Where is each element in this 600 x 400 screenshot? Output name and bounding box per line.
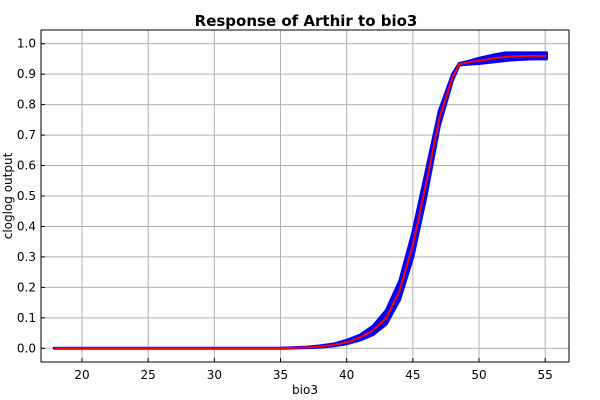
x-tick-label: 30 — [207, 368, 222, 382]
y-tick-label: 0.5 — [17, 189, 36, 203]
x-tick-label: 35 — [273, 368, 288, 382]
confidence-band-layer — [52, 51, 549, 350]
mean-line-layer — [54, 54, 547, 350]
y-tick-label: 0.6 — [17, 159, 36, 173]
x-tick-label: 45 — [405, 368, 420, 382]
y-tick-label: 1.0 — [17, 37, 36, 51]
x-tick-label: 40 — [339, 368, 354, 382]
y-tick-label: 0.3 — [17, 250, 36, 264]
y-axis-label: cloglog output — [1, 152, 15, 239]
x-tick-label: 20 — [74, 368, 89, 382]
y-tick-label: 0.4 — [17, 219, 36, 233]
y-tick-label: 0.0 — [17, 341, 36, 355]
y-tick-label: 0.1 — [17, 311, 36, 325]
grid-layer — [41, 30, 569, 362]
x-tick-label: 55 — [538, 368, 553, 382]
confidence-band — [52, 51, 549, 350]
y-tick-label: 0.2 — [17, 280, 36, 294]
x-axis-label: bio3 — [292, 383, 318, 397]
y-tick-label: 0.8 — [17, 98, 36, 112]
y-tick-label: 0.9 — [17, 67, 36, 81]
x-tick-label: 50 — [471, 368, 486, 382]
x-tick-label: 25 — [141, 368, 156, 382]
mean-response-line — [54, 54, 547, 350]
chart-title: Response of Arthir to bio3 — [195, 12, 418, 30]
y-tick-label: 0.7 — [17, 128, 36, 142]
tick-layer: 20 25 30 35 40 45 50 55 0.0 0.1 0.2 0.3 0.4 0.5 0.6 0.7… — [17, 37, 553, 382]
